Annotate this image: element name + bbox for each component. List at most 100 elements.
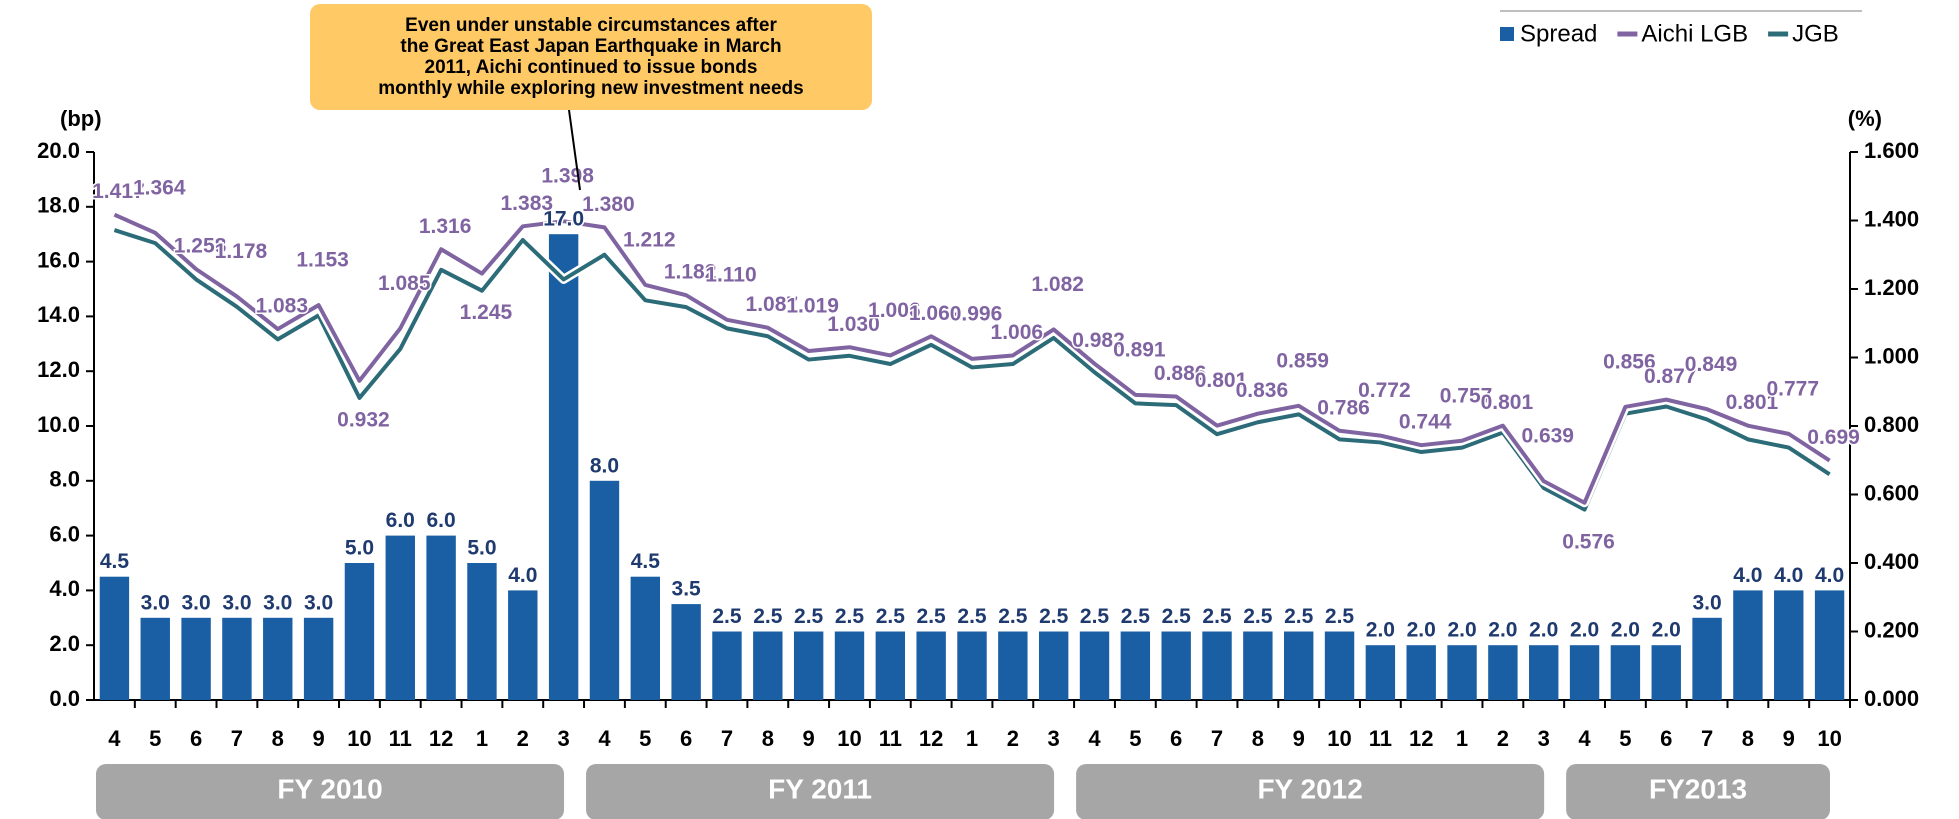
x-tick-label: 3 xyxy=(558,726,570,751)
bar-value-label: 2.5 xyxy=(1202,605,1232,628)
line-value-label: 1.417 xyxy=(92,180,145,203)
line-value-label: 0.786 xyxy=(1317,396,1370,419)
bar xyxy=(957,631,987,700)
line-value-label: 1.030 xyxy=(827,313,880,336)
line-value-label: 0.856 xyxy=(1603,350,1656,373)
bar-value-label: 5.0 xyxy=(345,537,374,560)
x-tick-label: 5 xyxy=(1619,726,1631,751)
bar xyxy=(1324,631,1355,700)
line-value-label: 1.087 xyxy=(746,293,799,316)
y-tick-label: 20.0 xyxy=(37,138,80,163)
bar-value-label: 3.0 xyxy=(263,591,292,614)
line-value-label: 0.891 xyxy=(1113,338,1166,361)
bar-value-label: 2.5 xyxy=(1162,605,1192,628)
x-tick-label: 6 xyxy=(1170,726,1182,751)
annotation-pointer xyxy=(568,109,581,191)
y-tick-label: 4.0 xyxy=(49,576,80,601)
line-value-label: 1.110 xyxy=(705,263,756,286)
bar-value-label: 2.0 xyxy=(1529,619,1558,642)
x-tick-label: 9 xyxy=(312,726,324,751)
bar xyxy=(1692,617,1722,700)
annotation-text: Even under unstable circumstances after xyxy=(405,15,777,36)
line-value-label: 0.801 xyxy=(1195,369,1248,392)
annotation-box xyxy=(310,4,872,110)
bar xyxy=(916,631,946,700)
x-tick-label: 8 xyxy=(1252,726,1264,751)
y2-tick-label: 0.400 xyxy=(1864,549,1919,574)
x-tick-label: 11 xyxy=(879,726,902,751)
bar xyxy=(998,631,1028,700)
bar xyxy=(467,563,497,700)
line xyxy=(113,228,1831,512)
bar-value-label: 6.0 xyxy=(386,509,415,532)
line-value-label: 0.982 xyxy=(1072,329,1125,352)
x-tick-label: 1 xyxy=(1456,726,1468,751)
bar xyxy=(1651,645,1681,700)
bar-value-label: 4.0 xyxy=(508,564,537,587)
legend-label: Aichi LGB xyxy=(1641,20,1748,47)
y-tick-label: 8.0 xyxy=(49,467,80,492)
bar-value-label: 2.0 xyxy=(1366,619,1395,642)
line-value-label: 0.576 xyxy=(1562,530,1615,553)
x-tick-label: 8 xyxy=(1742,726,1754,751)
bar xyxy=(426,535,456,700)
line-value-label: 0.836 xyxy=(1236,379,1289,402)
y2-tick-label: 1.600 xyxy=(1864,138,1919,163)
y2-tick-label: 1.200 xyxy=(1864,275,1919,300)
bar-value-label: 2.5 xyxy=(876,605,906,628)
x-tick-label: 6 xyxy=(680,726,692,751)
bar xyxy=(344,563,375,700)
group-label: FY 2010 xyxy=(277,773,382,804)
bar xyxy=(793,631,824,700)
bar xyxy=(1120,631,1151,700)
y-tick-label: 18.0 xyxy=(37,193,80,218)
bar xyxy=(548,234,579,700)
bar xyxy=(1079,631,1110,700)
group-box xyxy=(586,764,1055,819)
line-value-label: 1.062 xyxy=(909,302,962,325)
bar xyxy=(712,631,742,700)
y2-tick-label: 0.600 xyxy=(1864,480,1919,505)
line-value-label: 1.383 xyxy=(501,192,554,215)
bar-value-label: 2.5 xyxy=(1121,605,1151,628)
bar-value-label: 6.0 xyxy=(427,509,456,532)
x-tick-label: 10 xyxy=(1327,726,1351,751)
bar-value-label: 2.5 xyxy=(794,605,824,628)
bar-value-label: 3.0 xyxy=(304,591,333,614)
bar-value-label: 2.5 xyxy=(1039,605,1069,628)
x-tick-label: 6 xyxy=(190,726,202,751)
bar xyxy=(1283,631,1314,700)
line-value-label: 1.006 xyxy=(991,321,1044,344)
x-tick-label: 10 xyxy=(1817,726,1841,751)
bar xyxy=(630,576,661,700)
line-value-label: 0.777 xyxy=(1766,377,1819,400)
bar xyxy=(1202,631,1232,700)
bar-value-label: 4.5 xyxy=(631,550,661,573)
bar-value-label: 2.0 xyxy=(1652,619,1681,642)
x-tick-label: 1 xyxy=(476,726,488,751)
group-box xyxy=(1566,764,1830,819)
x-tick-label: 6 xyxy=(1660,726,1672,751)
x-tick-label: 12 xyxy=(1409,726,1433,751)
bar-value-label: 2.5 xyxy=(1243,605,1273,628)
x-tick-label: 5 xyxy=(149,726,161,751)
bar-value-label: 4.5 xyxy=(100,550,130,573)
bar-value-label: 2.0 xyxy=(1488,619,1517,642)
y-tick-label: 16.0 xyxy=(37,247,80,272)
y2-tick-label: 1.400 xyxy=(1864,206,1919,231)
x-tick-label: 12 xyxy=(429,726,453,751)
x-tick-label: 7 xyxy=(231,726,243,751)
group-label: FY 2011 xyxy=(768,773,872,804)
bar-value-label: 5.0 xyxy=(467,537,496,560)
legend-label: Spread xyxy=(1520,20,1597,47)
line-value-label: 0.886 xyxy=(1154,362,1207,385)
x-tick-label: 2 xyxy=(1497,726,1509,751)
line xyxy=(113,212,1831,505)
x-tick-label: 9 xyxy=(1293,726,1305,751)
line-value-label: 1.212 xyxy=(623,228,676,251)
bar xyxy=(875,631,906,700)
bar xyxy=(508,590,538,700)
bar xyxy=(1243,631,1273,700)
bar-value-label: 4.0 xyxy=(1774,564,1803,587)
bar xyxy=(1610,645,1641,700)
